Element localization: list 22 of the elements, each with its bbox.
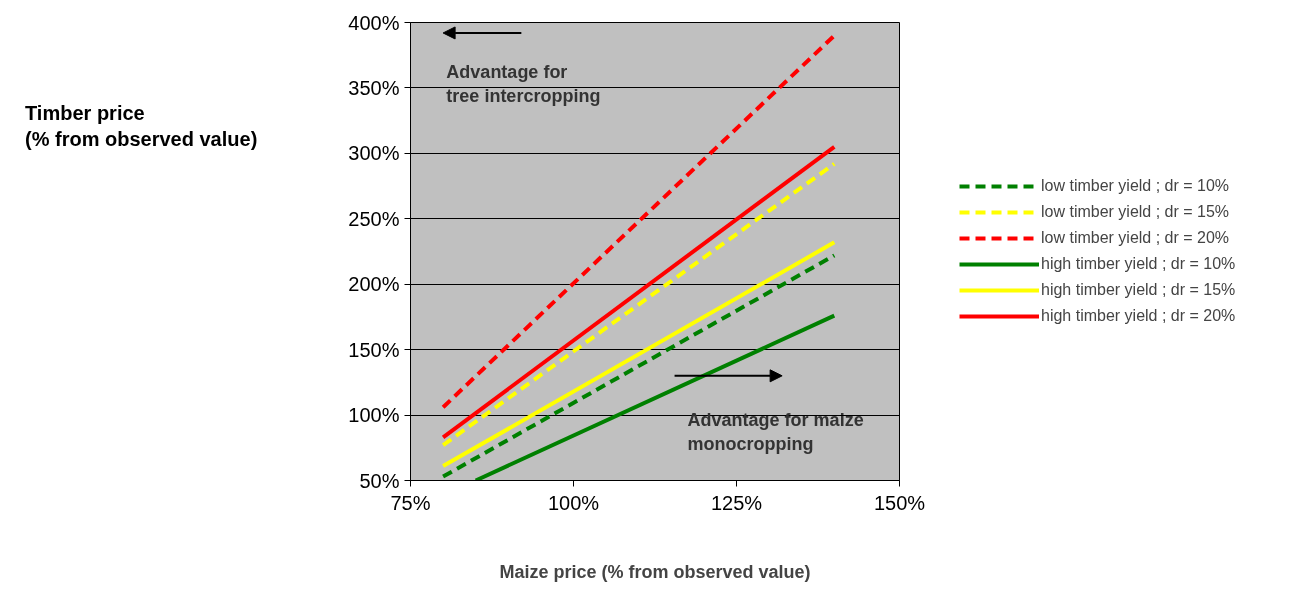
legend-label: high timber yield ; dr = 20% (1041, 307, 1236, 325)
y-tick-label: 100% (348, 404, 400, 427)
y-tick-label: 50% (359, 469, 400, 492)
x-tick-label: 150% (873, 491, 926, 514)
y-tick-label: 200% (348, 273, 400, 296)
legend-label: high timber yield ; dr = 10% (1041, 255, 1236, 273)
legend-label: low timber yield ; dr = 15% (1041, 203, 1230, 221)
x-tick-label: 125% (710, 491, 763, 514)
y-tick-label: 350% (348, 76, 400, 99)
y-axis-title: Timber price (% from observed value) (25, 101, 258, 152)
legend-label: low timber yield ; dr = 10% (1041, 177, 1230, 195)
y-tick-label: 150% (348, 338, 400, 361)
legend-label: high timber yield ; dr = 15% (1041, 281, 1236, 299)
y-tick-label: 400% (348, 11, 400, 34)
y-tick-label: 300% (348, 142, 400, 165)
annotation: Advantage for maize monocropping (687, 409, 864, 454)
y-tick-label: 250% (348, 207, 400, 230)
x-tick-label: 75% (390, 491, 431, 514)
x-axis-title: Maize price (% from observed value) (499, 561, 811, 582)
x-tick-label: 100% (547, 491, 600, 514)
annotation: Advantage for tree intercropping (446, 61, 601, 106)
legend-label: low timber yield ; dr = 20% (1041, 229, 1230, 247)
